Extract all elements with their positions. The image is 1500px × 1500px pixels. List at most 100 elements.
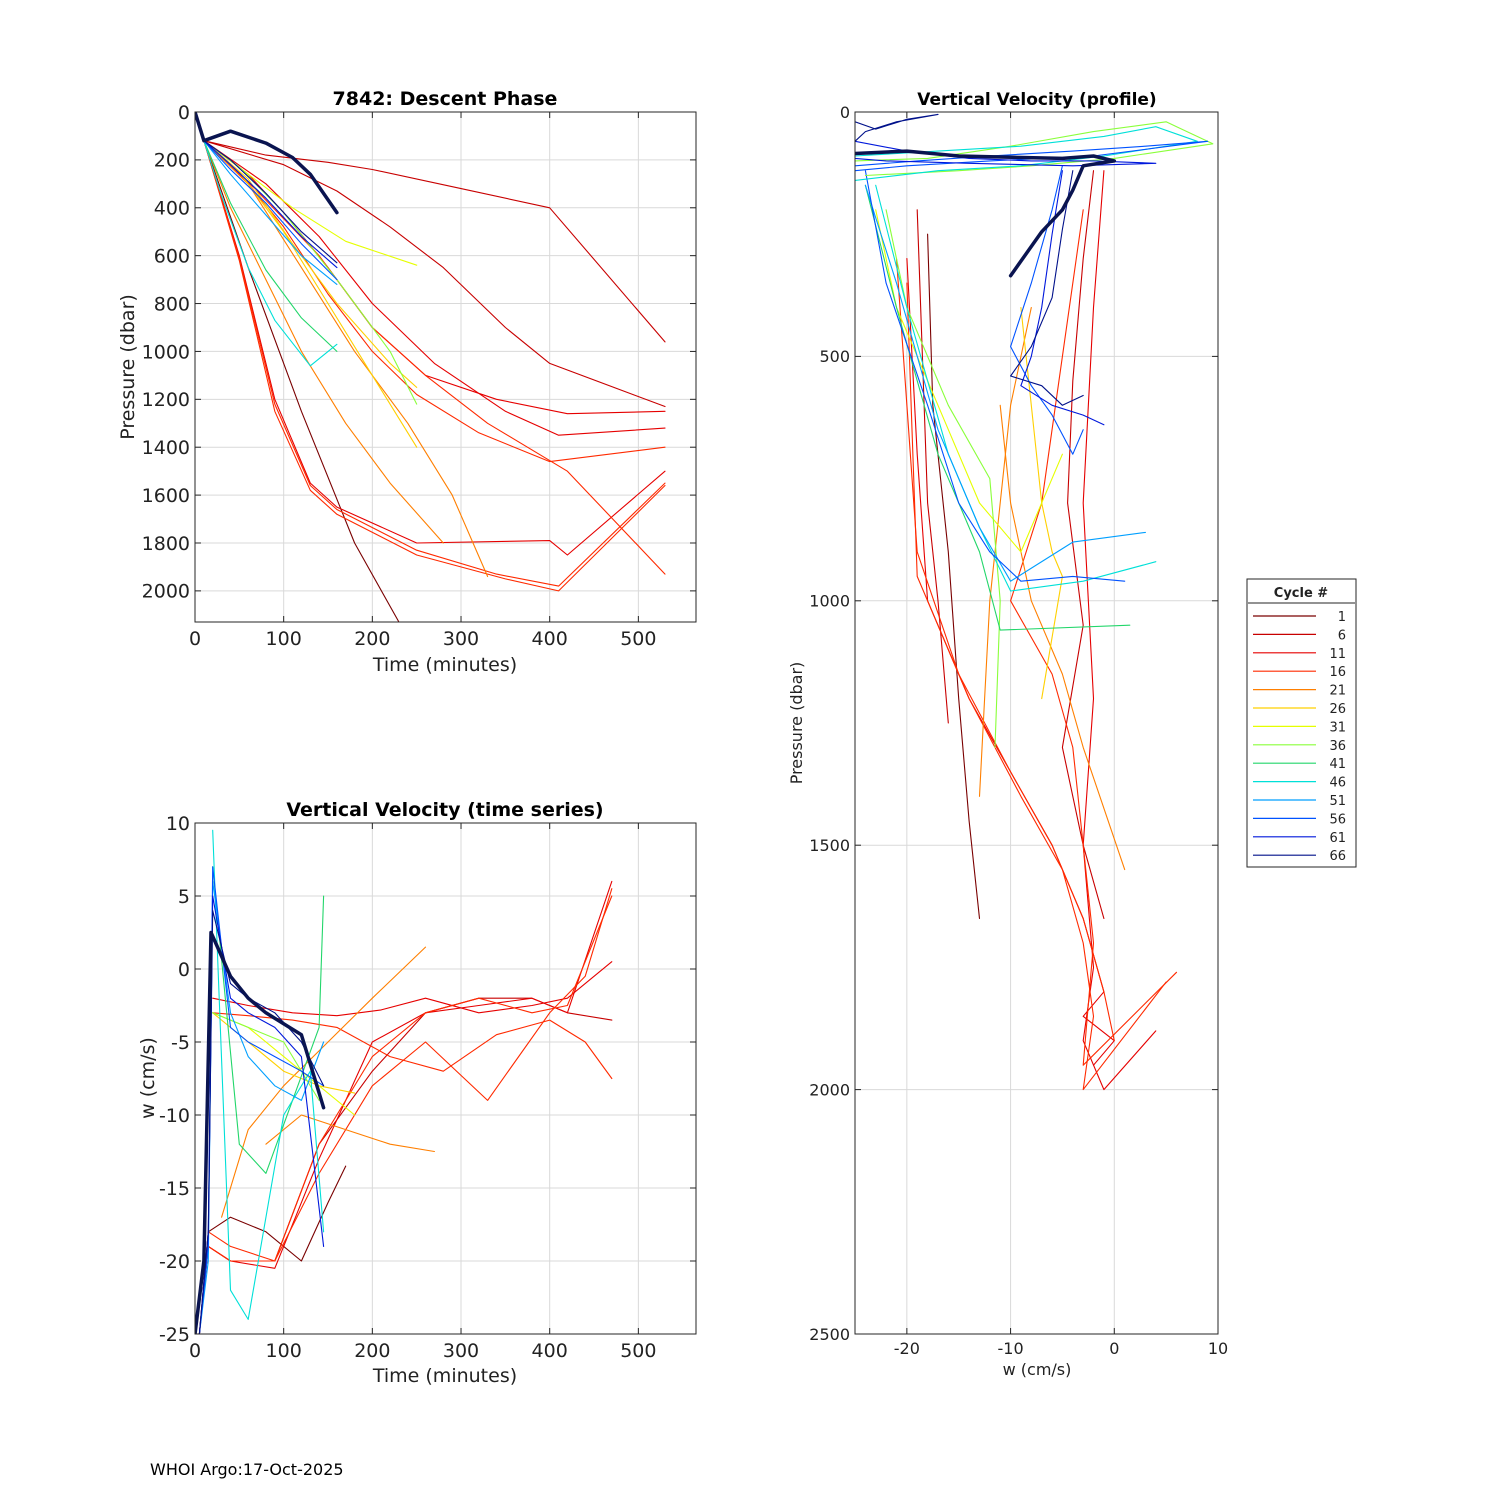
cycle-11-line xyxy=(195,112,666,436)
xtick-label: 500 xyxy=(620,1340,656,1362)
cycle-16-line xyxy=(895,258,1115,1042)
xtick-label: -20 xyxy=(894,1339,920,1358)
cycle-61-line xyxy=(1020,170,1105,426)
wprofile-xticks: -20 -10 0 10 xyxy=(894,112,1228,1358)
cycle-16-line xyxy=(195,112,666,575)
cycle-46-line xyxy=(212,829,325,1320)
ytick-label: 800 xyxy=(154,293,190,315)
ytick-label: 400 xyxy=(154,198,190,220)
legend-label-6: 6 xyxy=(1338,628,1346,643)
ytick-label: 2000 xyxy=(142,581,190,603)
wprofile-title: Vertical Velocity (profile) xyxy=(917,90,1156,110)
descent-ylabel: Pressure (dbar) xyxy=(117,294,139,440)
cycle-36-line xyxy=(855,121,1214,177)
legend-title: Cycle # xyxy=(1274,586,1329,601)
ytick-label: 500 xyxy=(819,347,850,366)
xtick-label: -10 xyxy=(998,1339,1024,1358)
descent-yticks: 0 200 400 600 800 1000 1200 1400 1600 1800 2000 xyxy=(142,102,696,603)
xtick-label: 0 xyxy=(189,1340,201,1362)
cycle-11-line xyxy=(212,961,613,1017)
cycle-16-line xyxy=(195,112,666,587)
wprofile-yticks: 0 500 1000 1500 2000 2500 xyxy=(809,103,1218,1344)
ytick-label: 1000 xyxy=(142,341,190,363)
cycle-46-line xyxy=(855,126,1198,181)
cycle-11-line xyxy=(1082,170,1157,1091)
ytick-label: 600 xyxy=(154,246,190,268)
descent-xticks: 0 100 200 300 400 500 xyxy=(189,112,656,650)
ytick-label: 0 xyxy=(178,959,190,981)
descent-xlabel: Time (minutes) xyxy=(372,654,517,676)
wtime-title: Vertical Velocity (time series) xyxy=(286,799,603,821)
ytick-label: -25 xyxy=(159,1324,190,1346)
descent-grid xyxy=(194,111,696,622)
legend-label-36: 36 xyxy=(1329,739,1346,754)
wtime-yticks: 10 5 0 -5 -10 -15 -20 -25 xyxy=(159,813,696,1346)
ytick-label: 2000 xyxy=(809,1080,850,1099)
wtime-grid xyxy=(194,822,696,1335)
wprofile-axes-frame xyxy=(854,111,1219,1335)
cycle-51-line xyxy=(864,184,1146,582)
cycle-56-line xyxy=(855,140,1209,172)
legend-label-21: 21 xyxy=(1329,684,1346,699)
cycle-16-line xyxy=(198,895,613,1334)
cycle-16-line xyxy=(906,282,1167,1091)
cycle-16-line xyxy=(1010,209,1178,1066)
legend-label-1: 1 xyxy=(1338,610,1346,625)
cycle-66-line xyxy=(198,910,325,1334)
ytick-label: 1000 xyxy=(809,592,850,611)
cycle-41-line xyxy=(212,866,325,1174)
xtick-label: 400 xyxy=(532,628,568,650)
wtime-panel: 0 100 200 300 400 500 10 5 0 -5 -10 -15 -20 -25 Vert… xyxy=(137,799,697,1387)
reference-profile-line xyxy=(855,149,1117,278)
ytick-label: 10 xyxy=(166,813,190,835)
xtick-label: 10 xyxy=(1208,1339,1228,1358)
ytick-label: -5 xyxy=(171,1032,190,1054)
legend-label-16: 16 xyxy=(1329,665,1346,680)
wtime-lines xyxy=(195,829,613,1334)
cycle-21-line xyxy=(265,1114,435,1153)
legend-label-11: 11 xyxy=(1329,647,1346,662)
cycle-21-line xyxy=(195,112,489,578)
cycle-6-line xyxy=(195,112,666,408)
xtick-label: 200 xyxy=(354,628,390,650)
legend-label-31: 31 xyxy=(1329,720,1346,735)
cycle-21-line xyxy=(221,946,427,1218)
cycle-31-line xyxy=(875,209,1063,553)
legend-label-41: 41 xyxy=(1329,757,1346,772)
cycle-26-line xyxy=(1020,306,1063,700)
legend-label-66: 66 xyxy=(1329,849,1346,864)
cycle-6-line xyxy=(1061,170,1105,920)
ytick-label: 5 xyxy=(178,886,190,908)
ytick-label: -15 xyxy=(159,1178,190,1200)
footer-stamp: WHOI Argo:17-Oct-2025 xyxy=(150,1460,344,1479)
wtime-xticks: 0 100 200 300 400 500 xyxy=(189,823,656,1362)
cycle-56-line xyxy=(198,866,325,1334)
cycle-6-line xyxy=(195,112,666,343)
xtick-label: 300 xyxy=(443,1340,479,1362)
cycle-16-line xyxy=(198,888,613,1334)
ytick-label: 0 xyxy=(178,102,190,124)
ytick-label: 2500 xyxy=(809,1325,850,1344)
xtick-label: 500 xyxy=(620,628,656,650)
cycle-56-line xyxy=(864,170,1126,582)
cycle-21-line xyxy=(978,306,1032,797)
cycle-1-line xyxy=(195,112,400,622)
xtick-label: 200 xyxy=(354,1340,390,1362)
ytick-label: -20 xyxy=(159,1251,190,1273)
reference-profile-line xyxy=(195,930,326,1334)
xtick-label: 300 xyxy=(443,628,479,650)
wprofile-lines xyxy=(855,113,1214,1091)
xtick-label: 400 xyxy=(532,1340,568,1362)
legend-label-56: 56 xyxy=(1329,812,1346,827)
ytick-label: 1200 xyxy=(142,389,190,411)
wtime-xlabel: Time (minutes) xyxy=(372,1365,517,1387)
descent-lines xyxy=(195,112,666,622)
cycle-6-line xyxy=(916,209,949,724)
wprofile-xlabel: w (cm/s) xyxy=(1003,1360,1072,1379)
cycle-1-line xyxy=(198,1165,347,1334)
cycle-16-line xyxy=(212,1012,613,1080)
cycle-46-line xyxy=(875,184,1157,592)
